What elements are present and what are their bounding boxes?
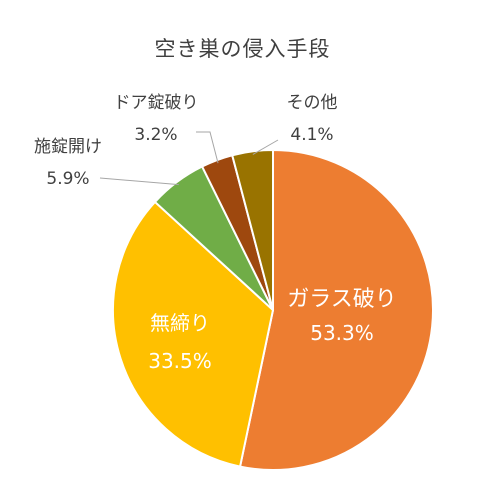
chart-title: 空き巣の侵入手段 <box>154 37 331 61</box>
slice-label-garasu-yaburi: ガラス破り <box>287 287 397 312</box>
pie-slice-2 <box>112 200 275 468</box>
slice-label-sejo-ake: 施錠開け <box>34 137 102 157</box>
pie-slice-5 <box>231 148 274 311</box>
slice-value-mujimari: 33.5% <box>148 349 212 373</box>
leader-line-sejo-ake <box>99 177 179 186</box>
slice-value-sonota: 4.1% <box>290 125 333 145</box>
slice-value-doa-jo-yaburi: 3.2% <box>134 125 177 145</box>
leader-line-sonota <box>252 139 279 155</box>
leader-line-doa-jo-yaburi <box>196 131 219 164</box>
slice-label-doa-jo-yaburi: ドア錠破り <box>114 93 199 113</box>
slice-label-mujimari: 無締り <box>150 311 210 335</box>
slice-label-sonota: その他 <box>287 93 338 113</box>
pie-slice-1 <box>238 148 434 471</box>
slice-value-sejo-ake: 5.9% <box>46 169 89 189</box>
slice-value-garasu-yaburi: 53.3% <box>310 321 374 345</box>
